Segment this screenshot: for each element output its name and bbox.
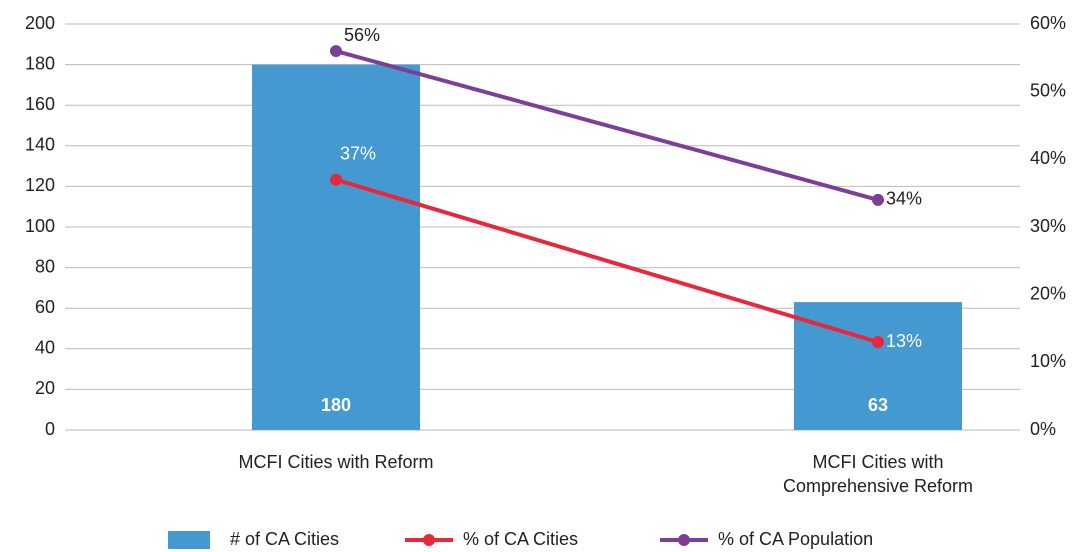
line-point xyxy=(330,45,342,58)
y2-tick-label: 0% xyxy=(1030,419,1056,439)
y2-tick-label: 40% xyxy=(1030,148,1066,168)
y-tick-label: 100 xyxy=(25,216,55,236)
y-tick-label: 180 xyxy=(25,53,55,73)
line-value-label: 37% xyxy=(340,143,376,163)
y-tick-label: 200 xyxy=(25,13,55,33)
bar-value-label: 63 xyxy=(868,395,888,415)
y-tick-label: 20 xyxy=(35,378,55,398)
x-tick-label: MCFI Cities with Comprehensive Reform xyxy=(782,452,974,496)
legend-swatch xyxy=(678,534,690,546)
line-value-label: 34% xyxy=(886,189,922,209)
line xyxy=(335,177,879,344)
y-tick-label: 0 xyxy=(45,419,55,439)
bar-value-label: 180 xyxy=(321,395,351,415)
line-point xyxy=(872,336,884,349)
y-tick-label: 60 xyxy=(35,297,55,317)
y2-tick-label: 60% xyxy=(1030,13,1066,33)
legend-label: # of CA Cities xyxy=(230,529,339,549)
line-value-label: 13% xyxy=(886,331,922,351)
legend-swatch xyxy=(423,534,435,546)
line-point xyxy=(330,173,342,186)
x-tick-label: MCFI Cities with Reform xyxy=(238,452,434,472)
line-value-label: 56% xyxy=(344,25,380,45)
y-tick-label: 80 xyxy=(35,256,55,276)
legend-label: % of CA Cities xyxy=(463,529,578,549)
y2-tick-label: 50% xyxy=(1030,80,1066,100)
line-point xyxy=(872,193,884,206)
y2-tick-label: 10% xyxy=(1030,351,1066,371)
bar xyxy=(252,64,420,430)
legend-label: % of CA Population xyxy=(718,529,873,549)
y-tick-label: 160 xyxy=(25,94,55,114)
y-tick-label: 40 xyxy=(35,338,55,358)
y2-tick-label: 20% xyxy=(1030,283,1066,303)
y2-tick-label: 30% xyxy=(1030,216,1066,236)
line xyxy=(335,49,879,202)
legend-swatch xyxy=(168,531,210,549)
y-tick-label: 120 xyxy=(25,175,55,195)
y-tick-label: 140 xyxy=(25,135,55,155)
